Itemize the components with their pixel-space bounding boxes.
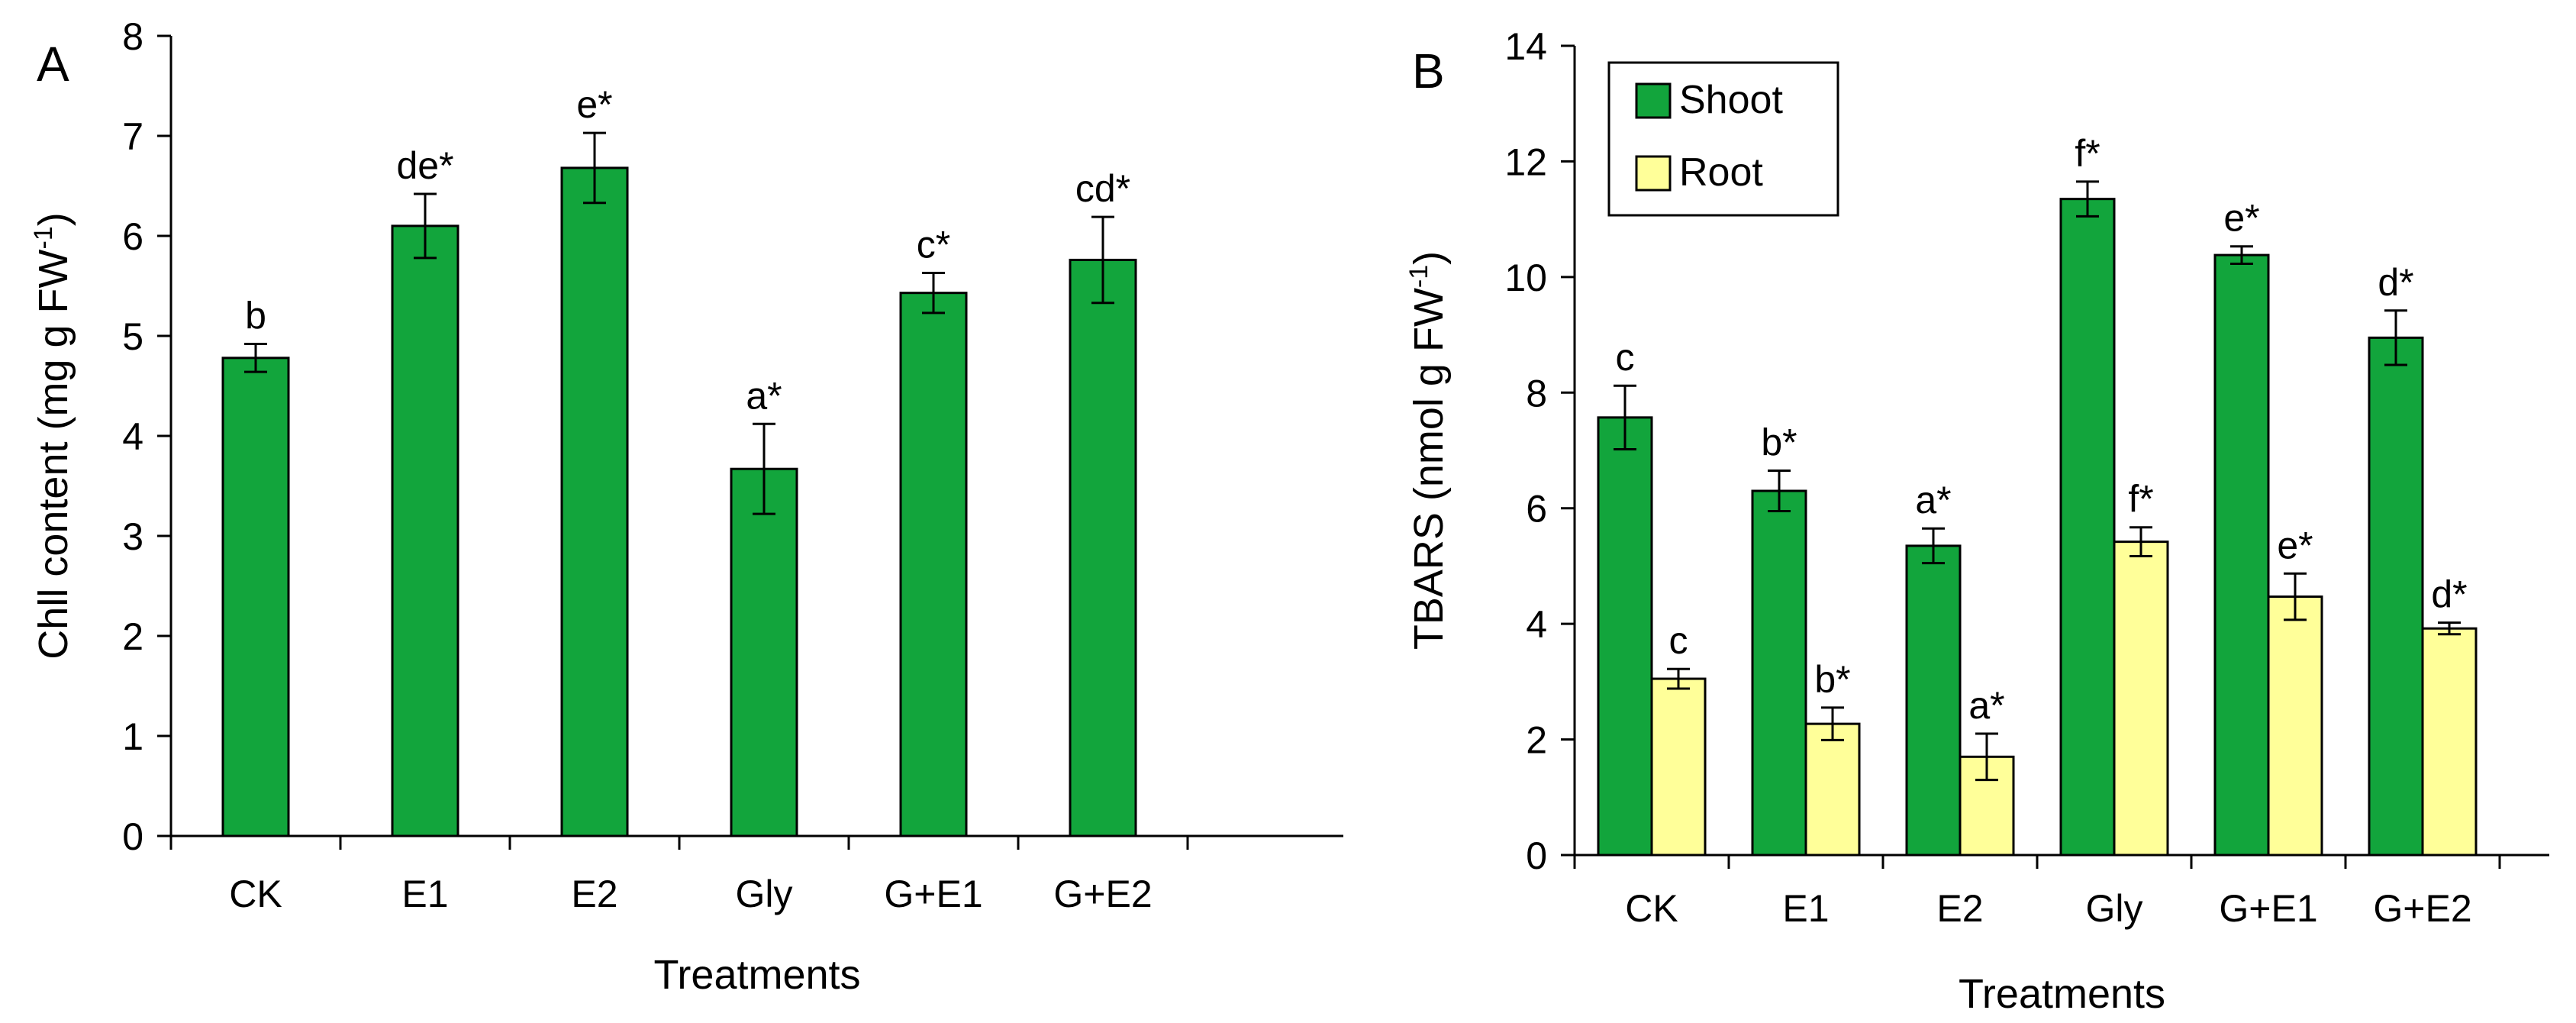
bar: [391, 224, 459, 837]
significance-label: de*: [396, 144, 453, 187]
x-tick-label: E1: [401, 873, 448, 915]
y-tick-label: 10: [1504, 257, 1547, 299]
legend-swatch: [1635, 155, 1672, 192]
bar: [1905, 544, 1962, 857]
y-tick-label: 14: [1504, 25, 1547, 68]
bar: [2421, 627, 2478, 857]
bar: [899, 292, 968, 837]
bar: [221, 357, 290, 837]
y-axis-title: Chll content (mg g FW-1): [29, 212, 76, 659]
bar: [2213, 253, 2270, 857]
bar: [1751, 489, 1807, 857]
x-tick-label: Gly: [736, 873, 793, 915]
bar: [560, 166, 629, 837]
significance-label: a*: [1915, 479, 1951, 521]
x-tick-label: CK: [229, 873, 282, 915]
legend-swatch: [1635, 82, 1672, 119]
y-tick-label: 0: [1526, 834, 1547, 877]
x-tick-label: E2: [571, 873, 617, 915]
y-tick-label: 8: [1526, 372, 1547, 415]
y-tick-label: 0: [122, 815, 143, 858]
x-tick-label: G+E1: [2219, 887, 2317, 930]
significance-label: f*: [2128, 478, 2153, 521]
legend: Shoot Root: [1607, 61, 1839, 217]
panel-b-chart: B c b* a* f* e* d* c b* a* f* e* d* 0 2 4 6 8 10 12 14 CK E1 E…: [1404, 25, 2549, 1017]
panel-a-letter: A: [37, 37, 69, 92]
y-axis-title: TBARS (nmol g FW-1): [1404, 251, 1452, 650]
x-tick-label: G+E2: [2373, 887, 2471, 930]
y-tick-label: 5: [122, 315, 143, 358]
y-tick-label: 7: [122, 115, 143, 158]
bar: [1650, 677, 1707, 857]
y-tick-label: 8: [122, 15, 143, 58]
y-tick-label: 2: [122, 615, 143, 658]
panel-b-letter: B: [1412, 44, 1445, 98]
y-tick-label: 12: [1504, 140, 1547, 183]
significance-label: c*: [917, 223, 950, 266]
significance-label: e*: [2277, 524, 2313, 566]
bar: [2267, 595, 2323, 857]
bar: [1597, 416, 1653, 857]
bar: [1804, 722, 1861, 857]
y-tick-label: 6: [1526, 488, 1547, 531]
legend-label: Root: [1679, 150, 1763, 195]
x-axis-title: Treatments: [653, 952, 860, 998]
significance-label: a*: [1968, 684, 2004, 727]
significance-label: d*: [2431, 573, 2467, 616]
y-tick-label: 2: [1526, 719, 1547, 762]
bar: [2059, 198, 2116, 857]
bar: [730, 467, 798, 837]
significance-label: b: [245, 294, 266, 337]
x-axis-title: Treatments: [1959, 971, 2165, 1017]
significance-label: d*: [2378, 261, 2413, 304]
y-tick-label: 4: [122, 415, 143, 458]
legend-label: Shoot: [1679, 78, 1783, 122]
significance-label: f*: [2075, 132, 2100, 175]
y-tick-label: 6: [122, 215, 143, 258]
bar: [2368, 336, 2424, 857]
x-tick-label: G+E1: [884, 873, 982, 915]
y-tick-label: 3: [122, 515, 143, 558]
x-tick-label: G+E2: [1053, 873, 1152, 915]
x-tick-label: E1: [1782, 887, 1829, 930]
significance-label: b*: [1761, 421, 1797, 464]
x-tick-label: Gly: [2086, 887, 2143, 930]
x-tick-label: E2: [1936, 887, 1983, 930]
y-tick-label: 4: [1526, 603, 1547, 646]
significance-label: e*: [576, 83, 612, 126]
significance-label: c: [1669, 619, 1688, 662]
significance-label: a*: [746, 374, 782, 417]
significance-label: b*: [1814, 658, 1850, 701]
x-tick-label: CK: [1625, 887, 1678, 930]
panel-a-chart: A b de* e* a* c* cd* 0 1 2 3 4 5 6 7 8 CK E1 E2 Gly G+E1 G+E…: [29, 15, 1343, 998]
bar: [1069, 258, 1137, 837]
significance-label: cd*: [1075, 167, 1130, 210]
y-tick-label: 1: [122, 715, 143, 758]
bar: [2113, 541, 2169, 857]
significance-label: c: [1616, 336, 1635, 379]
significance-label: e*: [2223, 197, 2259, 240]
